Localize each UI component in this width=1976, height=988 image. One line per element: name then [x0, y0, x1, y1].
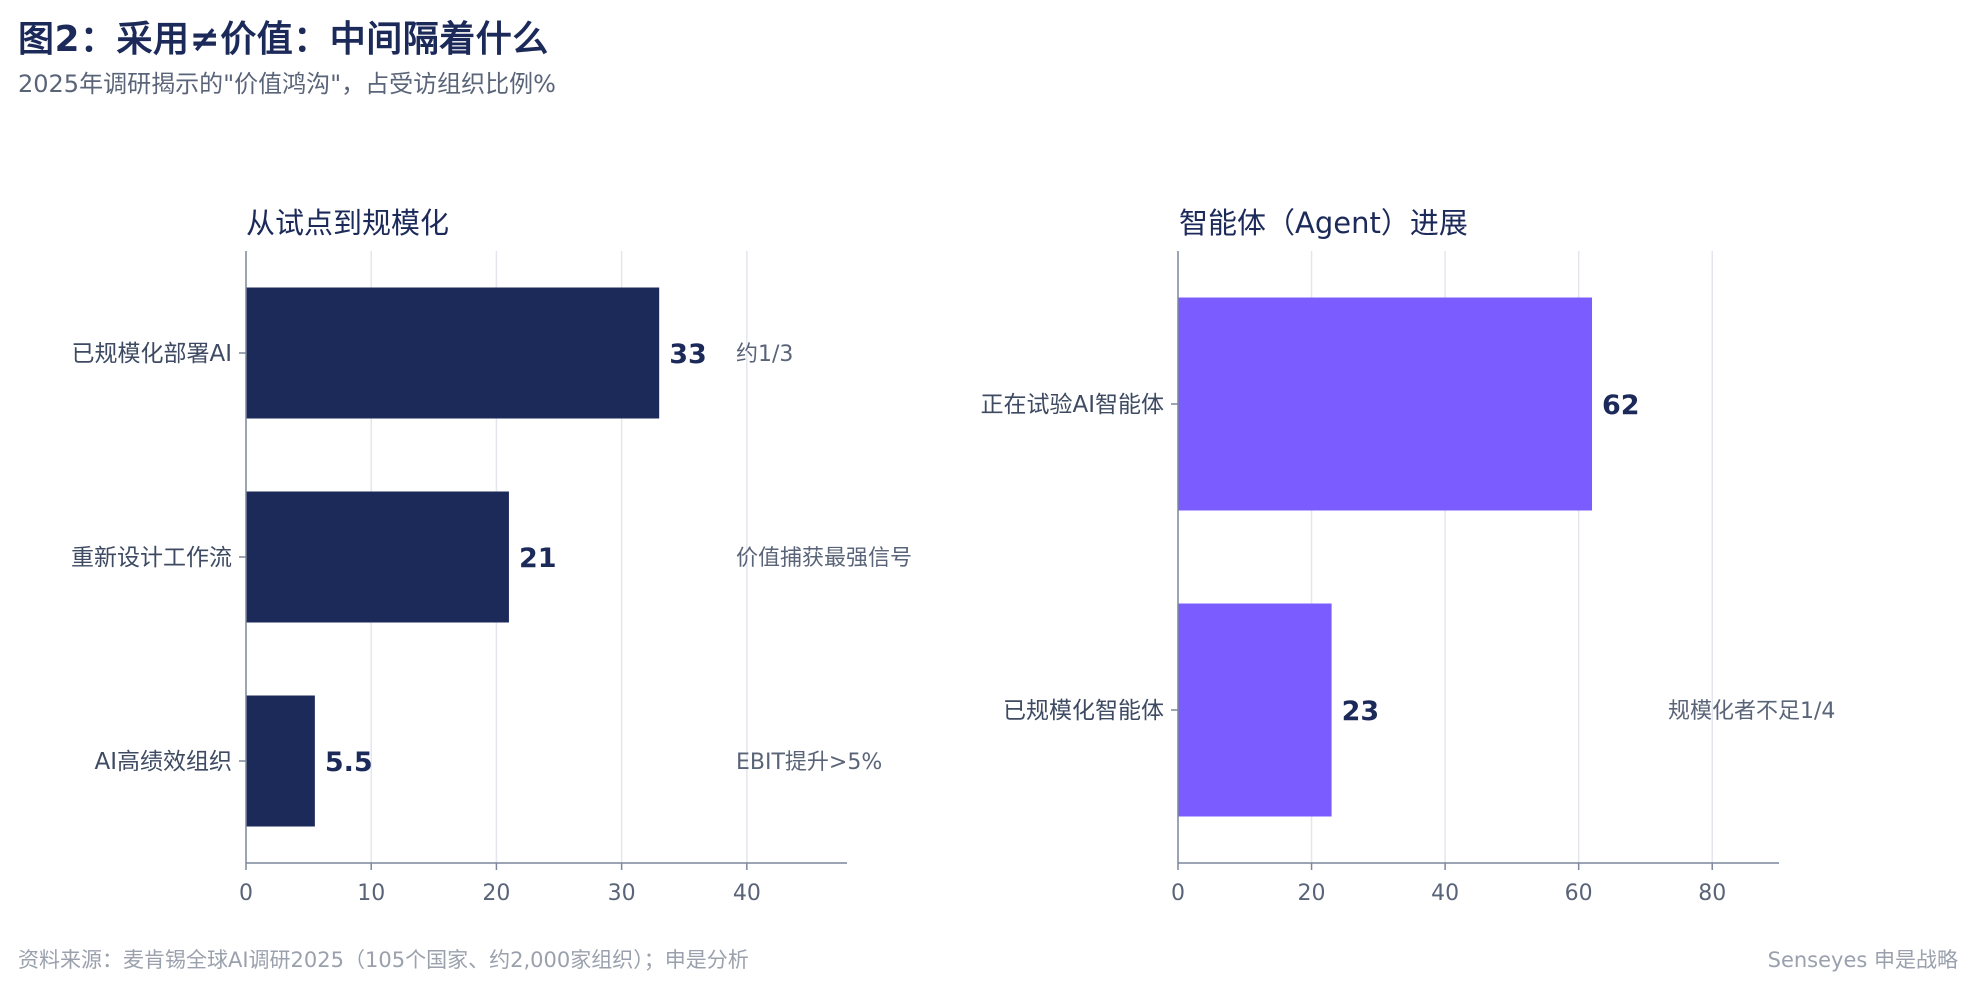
left-value-label: 33 [669, 339, 707, 370]
right-panel-title: 智能体（Agent）进展 [1179, 206, 1468, 240]
brand-label: Senseyes 申是战略 [1767, 948, 1958, 972]
left-x-tick-label: 20 [482, 881, 510, 906]
right-x-tick-label: 80 [1698, 881, 1726, 906]
left-value-label: 5.5 [325, 747, 373, 778]
right-x-tick-label: 0 [1171, 881, 1185, 906]
left-annotation: 价值捕获最强信号 [736, 546, 912, 571]
left-x-tick-label: 10 [357, 881, 385, 906]
right-category-label: 正在试验AI智能体 [980, 392, 1164, 418]
left-x-tick-label: 30 [608, 881, 636, 906]
left-category-label: AI高绩效组织 [94, 749, 232, 775]
right-annotation: 规模化者不足1/4 [1668, 699, 1835, 724]
right-x-tick-label: 20 [1298, 881, 1326, 906]
left-x-tick-label: 0 [239, 881, 253, 906]
page-title: 图2：采用≠价值：中间隔着什么 [18, 19, 549, 60]
right-x-tick-label: 60 [1565, 881, 1593, 906]
right-bar [1178, 603, 1332, 817]
right-bar [1178, 297, 1593, 511]
left-bar [246, 695, 315, 827]
right-x-tick-label: 40 [1431, 881, 1459, 906]
left-category-label: 重新设计工作流 [71, 545, 232, 571]
left-value-label: 21 [519, 543, 557, 574]
right-value-label: 62 [1602, 390, 1640, 421]
left-bar [246, 491, 509, 623]
left-panel-title: 从试点到规模化 [246, 206, 450, 240]
source-note: 资料来源：麦肯锡全球AI调研2025（105个国家、约2,000家组织）；申是分… [18, 948, 749, 972]
right-value-label: 23 [1342, 696, 1380, 727]
page-subtitle: 2025年调研揭示的"价值鸿沟"，占受访组织比例% [18, 70, 556, 98]
left-annotation: EBIT提升>5% [736, 750, 882, 775]
left-x-tick-label: 40 [733, 881, 761, 906]
left-category-label: 已规模化部署AI [71, 341, 232, 367]
left-bar [246, 287, 660, 419]
right-category-label: 已规模化智能体 [1003, 698, 1164, 724]
left-annotation: 约1/3 [736, 342, 793, 367]
